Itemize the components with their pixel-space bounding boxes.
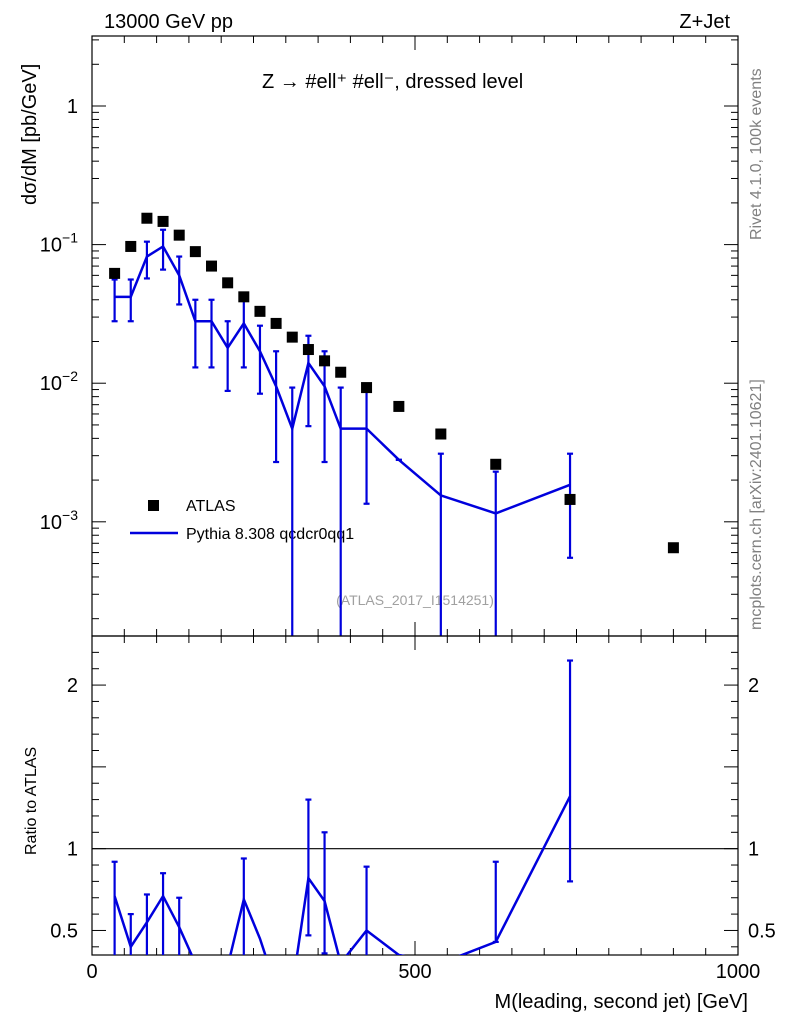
ratio-y-tick-label-right: 0.5 bbox=[748, 920, 776, 942]
top-frame-box bbox=[91, 35, 739, 637]
top-y-tick-exponent: −3 bbox=[62, 507, 78, 523]
legend: ATLAS Pythia 8.308 qcdcr0qq1 bbox=[130, 498, 354, 543]
ratio-frame-box bbox=[91, 635, 739, 956]
data-point bbox=[254, 305, 266, 317]
data-point bbox=[238, 291, 250, 303]
plot-title: Z → #ell⁺ #ell⁻, dressed level bbox=[262, 71, 523, 93]
data-point bbox=[109, 267, 121, 279]
mc-line bbox=[114, 244, 571, 515]
ratio-line bbox=[113, 795, 572, 955]
top-y-tick-exponent: −1 bbox=[62, 230, 78, 246]
data-point bbox=[157, 215, 169, 227]
data-point bbox=[173, 229, 185, 241]
watermark: (ATLAS_2017_I1514251) bbox=[336, 592, 494, 608]
data-point bbox=[286, 331, 298, 343]
top-series-group bbox=[109, 212, 679, 636]
data-point bbox=[206, 260, 218, 272]
ratio-y-tick-label: 1 bbox=[67, 839, 78, 861]
top-y-tick-base: 10 bbox=[40, 235, 62, 257]
data-point bbox=[141, 212, 153, 224]
top-y-tick-label: 10−1 bbox=[40, 230, 78, 257]
data-point bbox=[189, 246, 201, 258]
data-point bbox=[335, 366, 347, 378]
ratio-y-tick-label-right: 1 bbox=[748, 839, 759, 861]
top-y-tick-base: 10 bbox=[40, 373, 62, 395]
process-label: Z+Jet bbox=[679, 11, 730, 33]
x-tick-label: 500 bbox=[398, 961, 431, 983]
x-tick-label: 0 bbox=[86, 961, 97, 983]
top-y-tick-base: 10 bbox=[40, 512, 62, 534]
legend-data-marker bbox=[148, 500, 159, 511]
data-point bbox=[319, 355, 331, 367]
top-panel: 110−110−210−3 bbox=[40, 35, 739, 637]
x-tick-label: 1000 bbox=[716, 961, 761, 983]
data-point bbox=[393, 400, 405, 412]
ratio-series-group bbox=[111, 659, 574, 955]
top-y-tick-exponent: −2 bbox=[62, 368, 78, 384]
bottom-y-axis-label: Ratio to ATLAS bbox=[23, 747, 40, 855]
data-point bbox=[270, 317, 282, 329]
side-label-top: Rivet 4.1.0, 100k events bbox=[748, 68, 765, 240]
data-point bbox=[222, 277, 234, 289]
ratio-panel: 0 500 1000 0.5 0.5 1 1 2 2 bbox=[50, 635, 776, 983]
top-y-tick-label: 10−2 bbox=[40, 368, 78, 395]
ratio-y-tick-label: 0.5 bbox=[50, 920, 78, 942]
top-y-axis-label: dσ/dM [pb/GeV] bbox=[19, 64, 41, 205]
ratio-y-tick-label: 2 bbox=[67, 675, 78, 697]
data-point bbox=[490, 458, 502, 470]
top-y-tick-base: 1 bbox=[67, 96, 78, 118]
top-y-tick-label: 10−3 bbox=[40, 507, 78, 534]
data-point bbox=[435, 428, 447, 440]
data-point bbox=[302, 344, 314, 356]
legend-data-label: ATLAS bbox=[186, 498, 236, 515]
data-point bbox=[361, 382, 373, 394]
energy-label: 13000 GeV pp bbox=[104, 11, 233, 33]
legend-mc-label: Pythia 8.308 qcdcr0qq1 bbox=[186, 526, 354, 543]
data-point bbox=[564, 493, 576, 505]
data-point bbox=[667, 542, 679, 554]
x-axis-label: M(leading, second jet) [GeV] bbox=[495, 991, 748, 1013]
data-point bbox=[125, 240, 137, 252]
ratio-y-tick-label-right: 2 bbox=[748, 675, 759, 697]
side-label-bottom: mcplots.cern.ch [arXiv:2401.10621] bbox=[748, 379, 765, 630]
top-y-tick-label: 1 bbox=[67, 96, 78, 118]
